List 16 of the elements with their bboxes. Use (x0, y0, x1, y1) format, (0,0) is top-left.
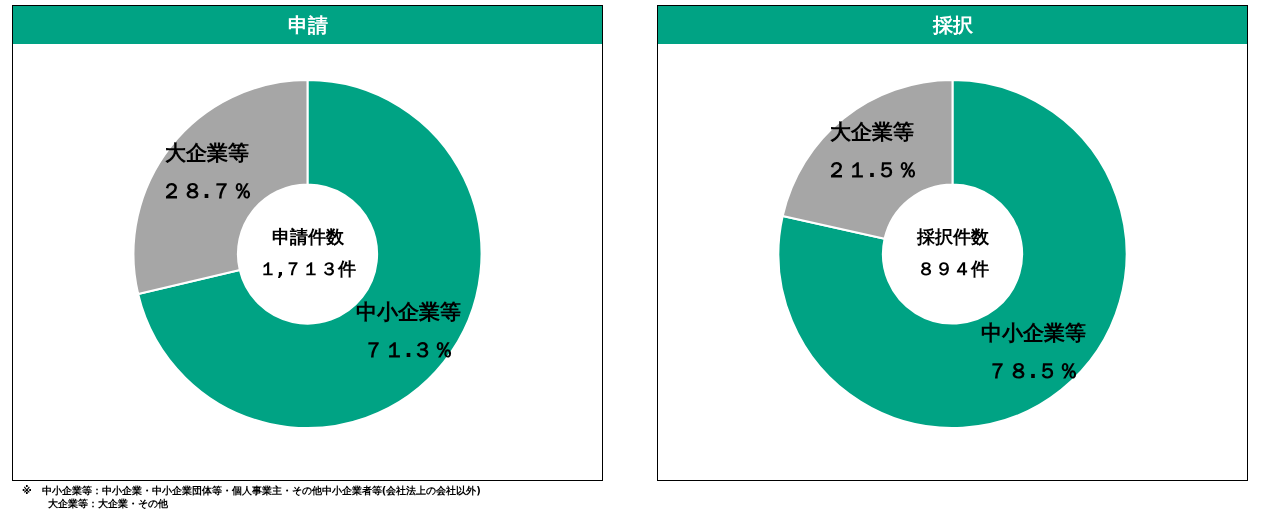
slice-label: 中小企業等 (355, 300, 461, 325)
data-label: ７８.５％ (987, 358, 1079, 383)
text: 採択件数 (915, 225, 990, 247)
data-label: ２１.５％ (826, 157, 918, 182)
text: ※ 中小企業等：中小企業・中小企業団体等・個人事業主・その他中小企業者等(会社法上の会社以外) (22, 484, 481, 497)
text: 大企業等：大企業・その他 (47, 497, 169, 510)
slice-label: 大企業等 (164, 140, 249, 165)
data-label: ７１.３％ (362, 338, 455, 363)
text: ８９４件 (916, 257, 989, 279)
chart-title: 申請 (13, 6, 602, 44)
slice-label: 大企業等 (829, 119, 914, 144)
slice-label: 中小企業等 (980, 320, 1086, 345)
chart-title: 採択 (658, 6, 1247, 44)
text: 申請件数 (271, 225, 345, 247)
text: １,７１３件 (259, 257, 356, 279)
data-label: ２８.７％ (160, 178, 253, 203)
